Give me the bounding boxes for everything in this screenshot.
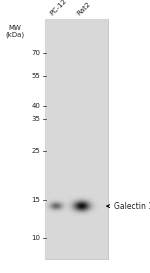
Text: PC-12: PC-12: [48, 0, 68, 16]
Text: 55: 55: [32, 73, 40, 79]
Text: Rat2: Rat2: [75, 0, 91, 16]
Text: 25: 25: [32, 148, 40, 154]
FancyBboxPatch shape: [45, 19, 108, 259]
Text: Galectin 1: Galectin 1: [114, 201, 150, 210]
Text: MW
(kDa): MW (kDa): [5, 25, 25, 38]
Text: 10: 10: [32, 235, 40, 241]
Text: 40: 40: [32, 103, 40, 109]
Text: 35: 35: [32, 116, 40, 122]
Text: 15: 15: [32, 197, 40, 203]
Text: 70: 70: [32, 50, 40, 56]
